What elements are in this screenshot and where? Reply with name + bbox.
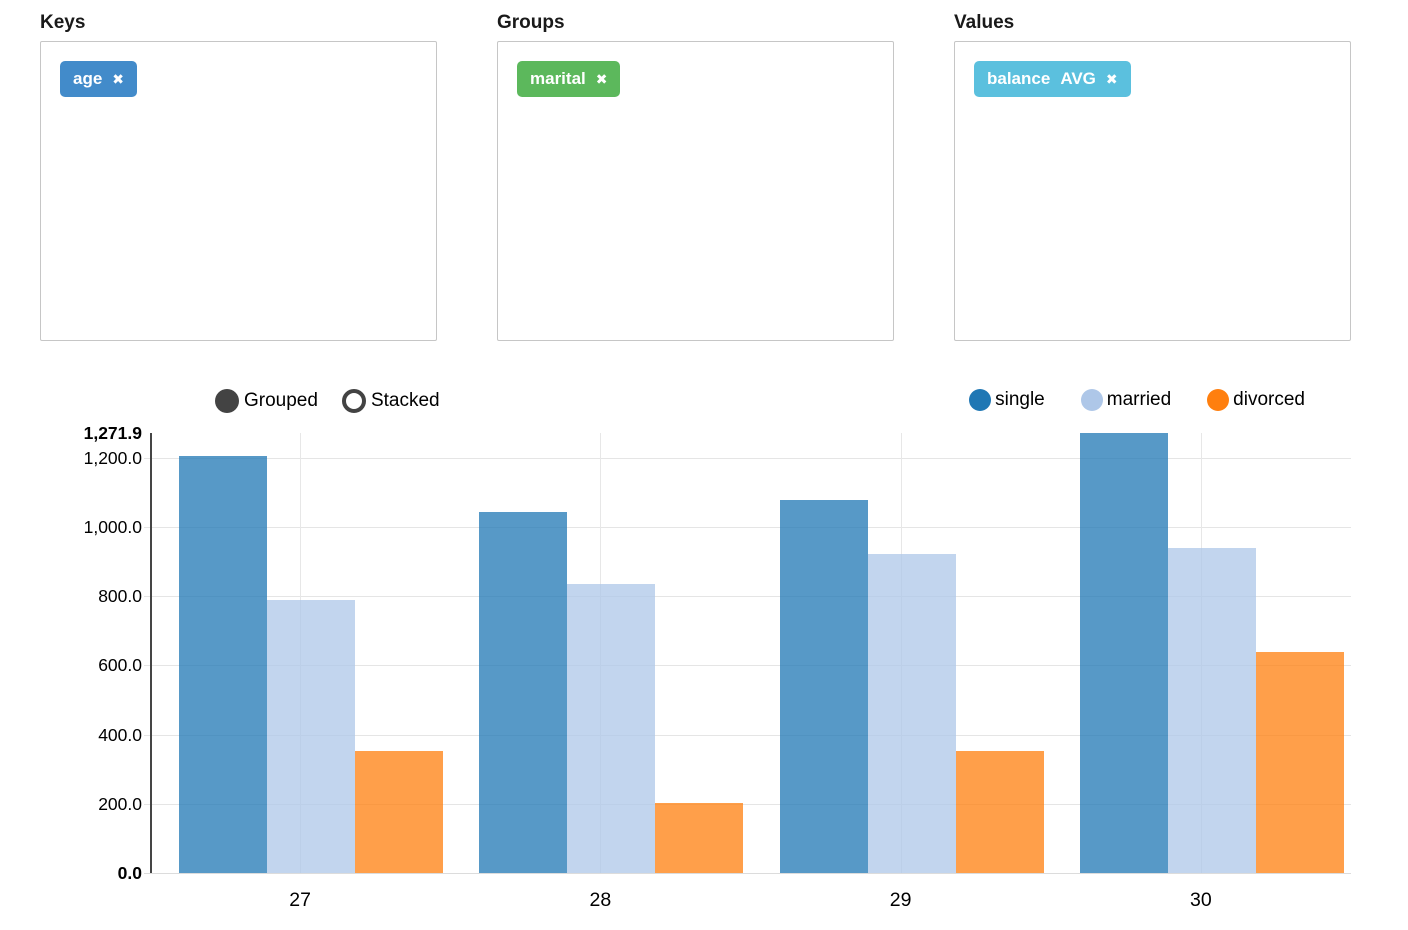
mode-option-label: Stacked (370, 390, 440, 411)
field-panels: Keys age ✖ Groups marital ✖ Values balance… (0, 0, 1408, 341)
legend-item-divorced[interactable]: divorced (1207, 389, 1305, 411)
y-tick-label: 600.0 (98, 655, 142, 676)
legend-item-label: single (995, 389, 1045, 410)
gridline-y-1000 (144, 527, 1351, 529)
y-tick-label: 0.0 (117, 863, 142, 883)
gridline-y-400 (144, 734, 1351, 736)
legend-item-single[interactable]: single (969, 389, 1045, 411)
y-tick-label: 400.0 (98, 724, 142, 745)
y-tick-label: 200.0 (98, 793, 142, 814)
y-tick-label: 800.0 (98, 586, 142, 607)
bar-married-29[interactable] (867, 553, 956, 873)
values-panel-title: Values (954, 12, 1015, 33)
bar-divorced-29[interactable] (955, 750, 1044, 873)
legend-item-label: divorced (1233, 389, 1305, 410)
field-tag-label: balance (987, 69, 1051, 88)
bar-single-29[interactable] (779, 500, 868, 873)
plot-area (144, 433, 1351, 874)
legend-item-label: married (1106, 389, 1172, 410)
bar-divorced-30[interactable] (1255, 651, 1344, 873)
bar-single-30[interactable] (1079, 433, 1168, 873)
gridline-y-0 (144, 873, 1351, 874)
gridline-y-600 (144, 665, 1351, 667)
groups-panel-title: Groups (497, 12, 565, 33)
gridline-y-1200 (144, 457, 1351, 459)
legend-item-married[interactable]: married (1080, 389, 1172, 411)
mode-option-label: Grouped (244, 390, 318, 411)
bar-divorced-28[interactable] (655, 802, 744, 873)
chart-mode-toggle: Grouped Stacked (215, 389, 440, 413)
gridline-y-200 (144, 803, 1351, 805)
bar-chart: Grouped Stacked single married divorced 0.0… (0, 375, 1408, 930)
keys-dropzone[interactable]: age ✖ (40, 41, 437, 341)
values-dropzone[interactable]: balance AVG ✖ (954, 41, 1351, 341)
y-axis-line (150, 433, 152, 873)
remove-tag-icon[interactable]: ✖ (1105, 71, 1118, 87)
mode-option-grouped[interactable]: Grouped (215, 389, 318, 413)
keys-panel-title: Keys (40, 12, 86, 33)
bar-single-28[interactable] (479, 511, 568, 873)
bar-single-27[interactable] (179, 455, 267, 873)
x-axis: 27 28 29 30 (150, 883, 1351, 913)
legend-swatch-icon (969, 389, 992, 411)
remove-tag-icon[interactable]: ✖ (112, 71, 125, 87)
field-tag-label: marital (530, 69, 586, 88)
series-legend: single married divorced (969, 389, 1305, 411)
field-tag-balance[interactable]: balance AVG ✖ (974, 61, 1131, 97)
mode-option-stacked[interactable]: Stacked (341, 389, 440, 413)
x-tick-label: 30 (1190, 889, 1212, 911)
field-tag-marital[interactable]: marital ✖ (517, 61, 621, 97)
bar-married-28[interactable] (567, 584, 656, 873)
x-tick-label: 27 (289, 889, 311, 911)
field-tag-label: age (73, 69, 103, 88)
y-tick-label: 1,000.0 (83, 517, 142, 538)
y-tick-label: 1,271.9 (83, 423, 142, 443)
legend-swatch-icon (1207, 389, 1230, 411)
bar-married-30[interactable] (1167, 547, 1256, 873)
x-tick-label: 28 (589, 889, 612, 911)
y-axis: 0.0 200.0 400.0 600.0 800.0 1,000.0 1,200.0 1,2… (0, 423, 142, 883)
field-tag-age[interactable]: age ✖ (60, 61, 138, 97)
y-tick-label: 1,200.0 (83, 447, 142, 468)
groups-dropzone[interactable]: marital ✖ (497, 41, 894, 341)
radio-selected-icon (215, 389, 239, 413)
radio-unselected-icon (341, 389, 366, 413)
gridline-y-800 (144, 596, 1351, 598)
keys-panel: Keys age ✖ (40, 0, 437, 341)
legend-swatch-icon (1080, 389, 1103, 411)
bar-divorced-27[interactable] (355, 750, 443, 873)
x-tick-label: 29 (889, 889, 912, 911)
field-tag-aggregate: AVG (1060, 69, 1096, 88)
values-panel: Values balance AVG ✖ (954, 0, 1351, 341)
bar-married-27[interactable] (267, 600, 355, 873)
remove-tag-icon[interactable]: ✖ (595, 71, 608, 87)
groups-panel: Groups marital ✖ (497, 0, 894, 341)
